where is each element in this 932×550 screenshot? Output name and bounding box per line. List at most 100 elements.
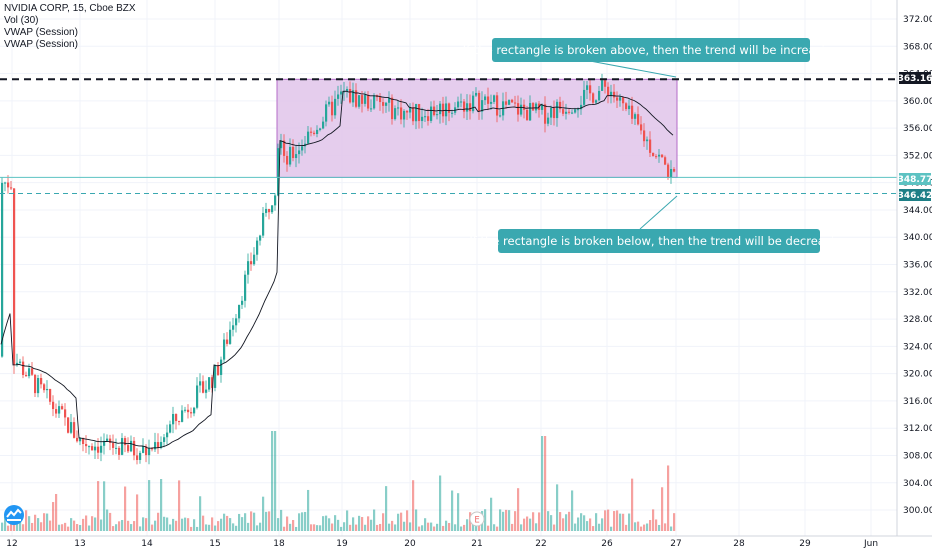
volume-bar xyxy=(34,514,37,531)
volume-bar xyxy=(58,524,61,531)
candle-body xyxy=(115,447,118,449)
tradingview-logo-icon[interactable] xyxy=(4,505,24,525)
candle-body xyxy=(61,406,64,410)
chart-legend[interactable]: NVIDIA CORP, 15, Cboe BZX Vol (30) VWAP … xyxy=(4,3,136,51)
volume-bar xyxy=(523,518,526,531)
callout-below[interactable]: If the rectangle is broken below, then t… xyxy=(469,195,849,253)
volume-bar xyxy=(241,517,244,531)
candle-body xyxy=(346,88,349,92)
volume-bar xyxy=(103,481,106,531)
volume-bar xyxy=(391,520,394,531)
volume-bar xyxy=(598,523,601,531)
callout-above[interactable]: If the rectangle is broken above, then t… xyxy=(463,38,840,78)
candle-body xyxy=(394,108,397,120)
candle-body xyxy=(265,208,268,213)
candle-body xyxy=(253,254,256,265)
candle-body xyxy=(106,438,109,441)
volume-bar xyxy=(109,512,112,531)
volume-bar xyxy=(292,520,295,531)
candle-body xyxy=(73,422,76,438)
volume-bar xyxy=(91,516,94,531)
volume-bar xyxy=(121,519,124,531)
candle-body xyxy=(385,102,388,106)
volume-bar xyxy=(232,523,235,531)
candle-body xyxy=(16,362,19,365)
callout-above-text: If the rectangle is broken above, then t… xyxy=(463,43,840,57)
volume-bar xyxy=(487,525,490,531)
candle-body xyxy=(157,442,160,448)
candle-body xyxy=(325,104,328,122)
candle-body xyxy=(565,111,568,114)
volume-bar xyxy=(283,526,286,531)
candle-body xyxy=(169,424,172,433)
candle-body xyxy=(190,412,193,414)
candle-body xyxy=(37,377,40,394)
candle-body xyxy=(655,156,658,158)
candle-body xyxy=(364,94,367,104)
horizontal-lines[interactable] xyxy=(0,78,897,194)
price-tag-bottom: 346.42 xyxy=(898,189,932,201)
candle-body xyxy=(241,300,244,305)
candle-body xyxy=(355,90,358,107)
time-axis[interactable]: 12 13 14 15 18 19 20 21 22 26 27 28 29 Jun xyxy=(0,535,932,549)
candle-body xyxy=(100,445,103,453)
volume-bar xyxy=(4,516,7,531)
candle-body xyxy=(40,377,43,385)
volume-bar xyxy=(616,510,619,531)
candle-body xyxy=(574,109,577,113)
candle-body xyxy=(337,94,340,99)
candle-body xyxy=(211,377,214,388)
volume-bar xyxy=(85,515,88,531)
earnings-marker[interactable]: E xyxy=(469,511,485,527)
volume-bar xyxy=(415,509,418,531)
volume-bar xyxy=(277,518,280,531)
volume-bar xyxy=(328,518,331,531)
volume-bar xyxy=(136,494,139,531)
volume-bar xyxy=(373,509,376,531)
volume-bar xyxy=(496,526,499,531)
volume-bar xyxy=(637,521,640,531)
volume-bar xyxy=(613,511,616,531)
volume-bar xyxy=(379,523,382,531)
volume-bar xyxy=(55,493,58,531)
volume-bar xyxy=(145,518,148,531)
x-tick-label: 19 xyxy=(336,539,348,549)
volume-bar xyxy=(355,524,358,531)
candle-body xyxy=(19,361,22,363)
y-tick-label: 300.00 xyxy=(903,506,932,516)
volume-bar xyxy=(442,525,445,531)
candle-body xyxy=(583,89,586,105)
candle-body xyxy=(370,108,373,110)
candle-body xyxy=(643,130,646,142)
volume-bar xyxy=(49,520,52,531)
volume-bar xyxy=(220,518,223,531)
y-tick-label: 360.00 xyxy=(903,97,932,107)
candle-body xyxy=(391,97,394,120)
vwap-legend-1: VWAP (Session) xyxy=(4,27,78,38)
candle-body xyxy=(340,91,343,95)
candle-body xyxy=(541,104,544,110)
candle-body xyxy=(463,101,466,112)
candle-body xyxy=(283,140,286,156)
volume-bar xyxy=(82,518,85,531)
candle-body xyxy=(610,91,613,96)
candle-body xyxy=(403,110,406,120)
candle-body xyxy=(262,212,265,236)
price-tag-last: 348.77 xyxy=(898,173,932,185)
candle-body xyxy=(250,261,253,265)
volume-bar xyxy=(382,513,385,531)
candle-body xyxy=(166,432,169,438)
volume-bar xyxy=(118,521,121,531)
price-axis[interactable]: 372.00368.00364.00360.00356.00352.00348.… xyxy=(896,0,932,536)
candle-body xyxy=(181,410,184,422)
candle-body xyxy=(271,205,274,213)
volume-bar xyxy=(607,509,610,531)
volume-bar xyxy=(25,510,28,531)
x-tick-label: 15 xyxy=(209,539,220,549)
volume-bar xyxy=(472,522,475,531)
volume-bar xyxy=(412,480,415,531)
candle-body xyxy=(58,406,61,414)
volume-bar xyxy=(127,520,130,531)
volume-bar xyxy=(316,525,319,531)
